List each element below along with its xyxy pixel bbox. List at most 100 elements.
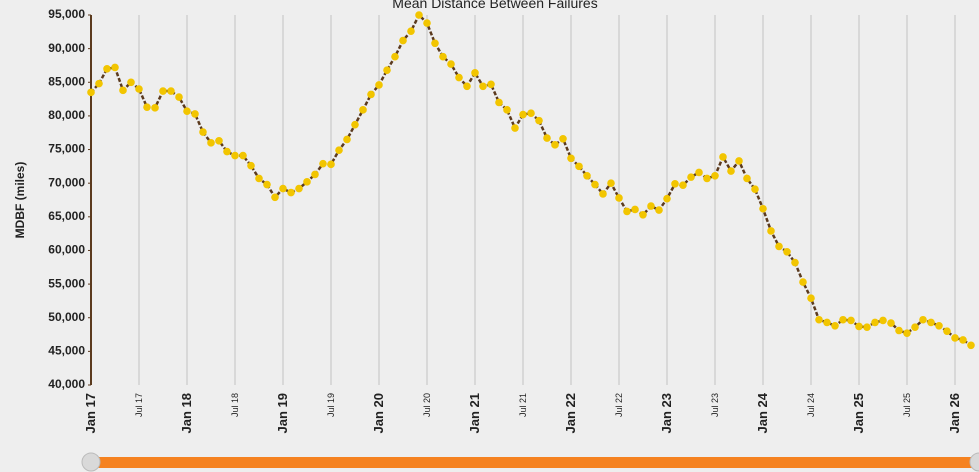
- data-point: [183, 107, 191, 115]
- data-point: [543, 134, 551, 142]
- series-line: [90, 12, 972, 347]
- data-point: [119, 86, 127, 95]
- data-point: [239, 151, 247, 160]
- y-tick-label: 70,000: [48, 175, 85, 189]
- x-tick-label: Jul 22: [614, 393, 624, 417]
- range-slider[interactable]: [81, 452, 979, 472]
- data-point: [343, 135, 351, 144]
- data-point: [319, 159, 327, 168]
- y-axis-label: MDBF (miles): [13, 162, 27, 239]
- data-point: [575, 162, 583, 171]
- y-tick-label: 60,000: [48, 243, 85, 257]
- data-point: [279, 184, 287, 193]
- y-tick-label: 75,000: [48, 142, 85, 156]
- data-point: [927, 318, 935, 327]
- data-point: [271, 193, 279, 202]
- data-point: [535, 116, 543, 125]
- data-point: [479, 82, 487, 91]
- x-tick-label: Jul 20: [422, 393, 432, 417]
- y-tick-label: 50,000: [48, 310, 85, 324]
- data-point: [935, 322, 943, 330]
- y-tick-label: 95,000: [48, 7, 85, 21]
- data-point: [839, 315, 847, 324]
- data-point: [175, 93, 183, 101]
- data-point: [151, 104, 159, 112]
- data-point: [655, 206, 663, 214]
- data-point: [647, 202, 655, 210]
- data-point: [615, 194, 623, 202]
- data-point: [831, 322, 839, 330]
- data-point: [295, 184, 303, 193]
- data-point: [311, 170, 319, 179]
- data-point: [455, 73, 463, 82]
- slider-handle[interactable]: [969, 452, 979, 472]
- data-point: [111, 63, 119, 72]
- data-point: [431, 39, 439, 48]
- slider-handle[interactable]: [81, 452, 101, 472]
- data-point: [255, 174, 263, 183]
- x-tick-label: Jan 19: [275, 393, 290, 433]
- data-point: [503, 106, 511, 114]
- data-point: [247, 161, 255, 170]
- data-point: [199, 128, 207, 136]
- data-point: [735, 157, 743, 165]
- data-point: [439, 52, 447, 61]
- data-point: [383, 66, 391, 74]
- data-point: [919, 315, 927, 324]
- data-point: [871, 318, 879, 327]
- data-point: [751, 185, 759, 194]
- data-point: [303, 178, 311, 186]
- x-tick-label: Jan 21: [467, 393, 482, 433]
- data-point: [855, 322, 863, 331]
- data-point: [967, 341, 975, 350]
- data-point: [807, 294, 815, 303]
- data-point: [143, 103, 151, 111]
- data-point: [711, 171, 719, 180]
- data-point: [583, 171, 591, 180]
- data-point: [415, 11, 423, 19]
- data-point: [887, 319, 895, 327]
- data-point: [231, 151, 239, 160]
- x-tick-label: Jan 18: [179, 393, 194, 433]
- data-point: [487, 80, 495, 89]
- x-tick-label: Jul 18: [230, 393, 240, 417]
- x-tick-label: Jan 26: [947, 393, 962, 433]
- data-point: [631, 205, 639, 214]
- data-point: [623, 207, 631, 216]
- data-point: [743, 174, 751, 183]
- data-point: [527, 109, 535, 118]
- data-point: [863, 323, 871, 331]
- data-point: [775, 242, 783, 251]
- data-point: [335, 146, 343, 155]
- data-point: [407, 27, 415, 35]
- data-point: [959, 336, 967, 344]
- data-point: [823, 318, 831, 327]
- data-point: [895, 326, 903, 335]
- x-tick-label: Jan 23: [659, 393, 674, 433]
- data-point: [87, 88, 95, 97]
- data-point: [519, 110, 527, 119]
- data-point: [551, 141, 559, 149]
- slider-track[interactable]: [90, 457, 979, 468]
- y-tick-label: 45,000: [48, 344, 85, 358]
- data-point: [511, 124, 519, 132]
- data-point: [951, 334, 959, 342]
- y-tick-label: 80,000: [48, 108, 85, 122]
- data-point: [495, 98, 503, 107]
- data-point: [879, 316, 887, 325]
- data-point: [159, 87, 167, 95]
- data-point: [599, 190, 607, 198]
- data-point: [423, 19, 431, 27]
- chart-title: Mean Distance Between Failures: [392, 0, 597, 11]
- y-tick-label: 55,000: [48, 276, 85, 290]
- data-point: [791, 258, 799, 267]
- data-point: [391, 52, 399, 61]
- data-point: [663, 194, 671, 203]
- data-point: [135, 85, 143, 93]
- data-point: [191, 110, 199, 118]
- x-tick-label: Jul 24: [806, 393, 816, 417]
- data-point: [103, 65, 111, 73]
- data-point: [727, 167, 735, 175]
- data-point: [327, 160, 335, 169]
